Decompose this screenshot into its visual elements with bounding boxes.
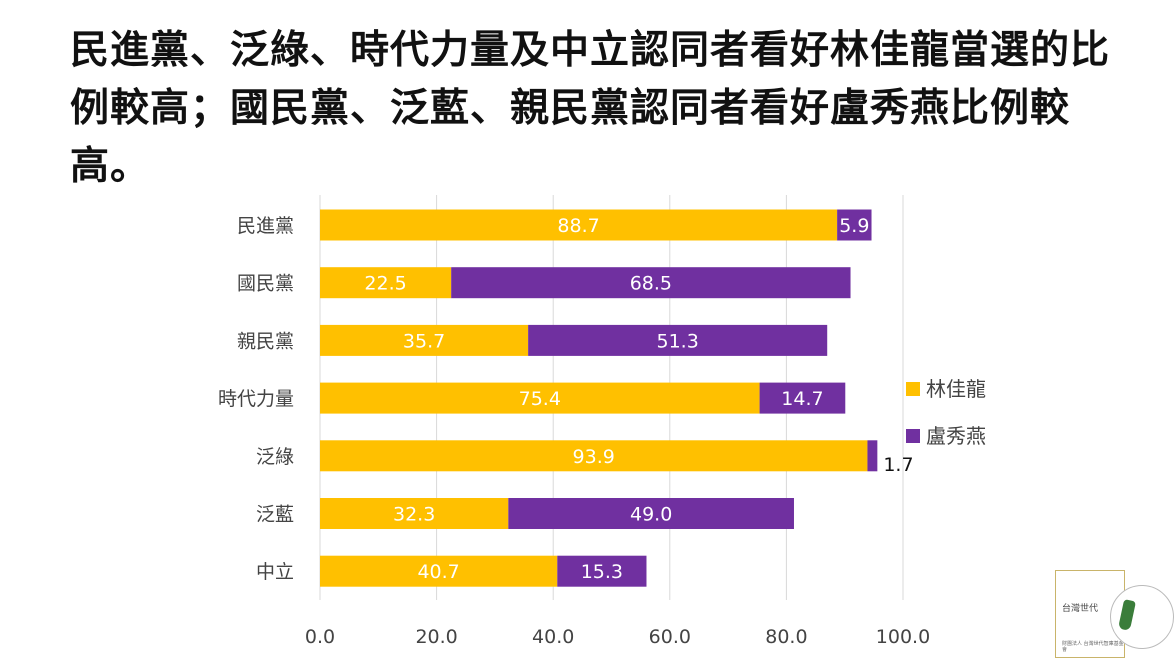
headline: 民進黨、泛綠、時代力量及中立認同者看好林佳龍當選的比例較高；國民黨、泛藍、親民黨… [70,28,1111,189]
x-tick-label: 20.0 [415,626,457,648]
logo-emblem-icon [1110,585,1174,649]
data-label: 1.7 [883,454,913,476]
data-label: 68.5 [630,273,672,295]
data-label: 88.7 [557,215,599,237]
bars: 88.7 5.9 22.5 68.5 35.7 51.3 75.4 14.7 93.9 1.7 32… [320,209,914,587]
category-label: 國民黨 [237,273,294,295]
bar-segment [508,498,794,529]
bar-segment [867,440,878,472]
category-label: 泛綠 [256,446,294,468]
data-label: 35.7 [403,330,445,352]
data-label: 14.7 [781,388,823,410]
bar-segment [837,209,872,241]
data-label: 22.5 [364,273,406,295]
x-tick-label: 60.0 [649,626,691,648]
bar-segment [557,555,647,587]
data-label: 51.3 [657,330,699,352]
x-tick-label: 100.0 [876,626,930,648]
legend-swatch [906,429,920,443]
x-tick-label: 0.0 [305,626,335,648]
legend-label: 盧秀燕 [926,424,986,448]
bar-segment [320,555,558,587]
category-label: 中立 [256,561,294,583]
bar-segment [320,498,509,529]
x-tick-label: 80.0 [765,626,807,648]
bar-segment [320,209,838,241]
x-tick-label: 40.0 [532,626,574,648]
data-label: 93.9 [573,446,615,468]
bar-segment [759,382,846,414]
x-tick-labels: 0.0 20.0 40.0 60.0 80.0 100.0 [305,626,930,648]
category-label: 親民黨 [237,330,294,352]
data-label: 15.3 [581,561,623,583]
category-label: 民進黨 [237,215,294,237]
category-label: 泛藍 [256,504,294,526]
bar-segment [451,267,851,299]
legend-label: 林佳龍 [926,377,986,401]
category-label: 時代力量 [218,388,294,410]
logo-name: 台灣世代 [1062,604,1099,614]
legend-swatch [906,382,920,396]
bar-segment [320,267,452,299]
bar-segment [320,324,529,356]
data-label: 32.3 [393,504,435,526]
bar-segment [528,324,828,356]
data-label: 40.7 [417,561,459,583]
bar-segment [320,382,760,414]
bar-segment [320,440,868,472]
logo-subtitle: 財團法人 台灣世代智庫基金會 [1062,641,1124,653]
data-label: 75.4 [519,388,561,410]
data-label: 5.9 [839,215,869,237]
data-label: 49.0 [630,504,672,526]
